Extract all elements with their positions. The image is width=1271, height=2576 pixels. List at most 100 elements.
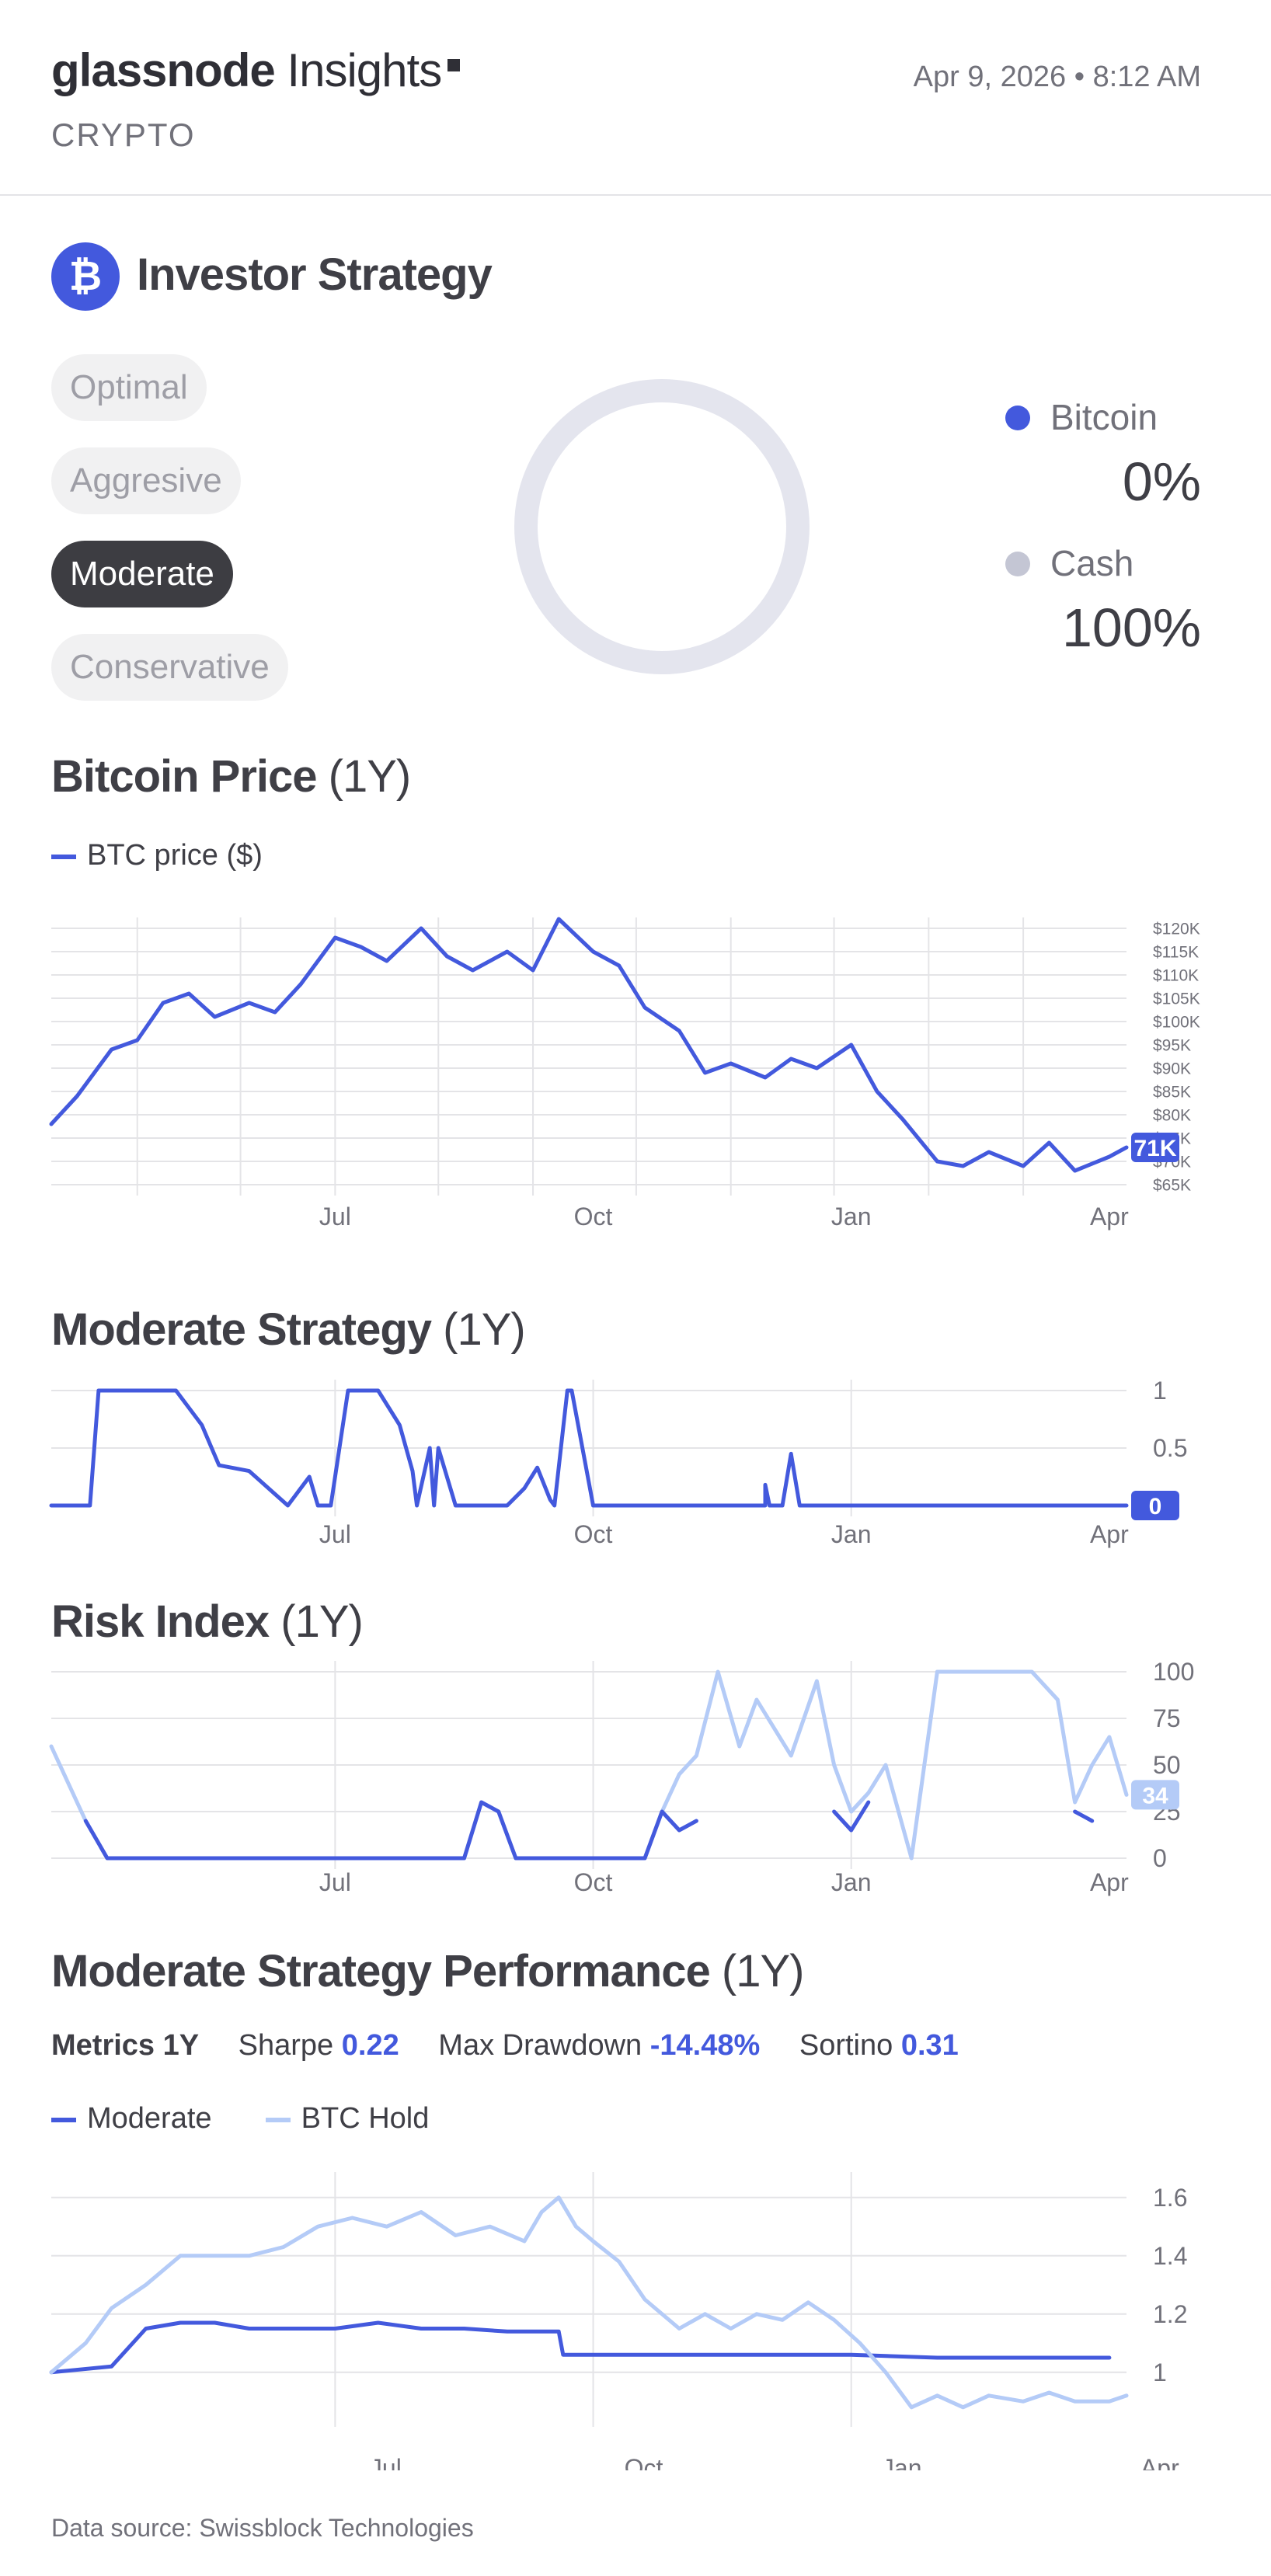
strategy-chart-title-period: (1Y) [443,1304,526,1355]
strategy-chart-title-text: Moderate Strategy [51,1304,432,1355]
x-tick-label: Jul [319,1203,351,1231]
x-tick-label: Apr [1140,2454,1179,2470]
moderate-legend-swatch [51,2117,76,2122]
last-value-label: 0 [1149,1494,1162,1519]
price-legend-label: BTC price ($) [87,839,263,872]
performance-section-title: Moderate Strategy Performance (1Y) [51,1945,805,1997]
cash-alloc-label: Cash [1050,543,1134,583]
price-legend-swatch [51,854,76,859]
performance-title-period: (1Y) [721,1946,805,1996]
btc-hold-legend-label: BTC Hold [301,2102,430,2135]
bitcoin-legend-dot [1005,406,1030,430]
y-tick-label: $110K [1153,966,1199,984]
performance-legend: Moderate BTC Hold [51,2102,429,2136]
bitcoin-alloc-value: 0% [1122,451,1201,512]
y-tick-label: 1.2 [1153,2300,1187,2328]
price-title-text: Bitcoin Price [51,751,318,802]
strategy-title: Investor Strategy [137,249,493,300]
y-tick-label: $105K [1153,990,1200,1008]
metrics-label: Metrics 1Y [51,2029,200,2062]
sortino-name: Sortino [799,2029,893,2062]
last-value-label: 71K [1133,1136,1176,1161]
header-divider [0,194,1271,196]
x-tick-label: Jan [831,1520,872,1548]
strategy-option-optimal[interactable]: Optimal [51,354,207,421]
moderate-strategy-chart: 1 0.5 Jul Oct Jan Apr 0 [49,1377,1187,1548]
y-tick-label: 1 [1153,2358,1167,2386]
series-line [49,2195,1129,2410]
x-tick-label: Jan [882,2454,922,2470]
y-tick-label: 1.4 [1153,2242,1187,2270]
risk-title-text: Risk Index [51,1596,270,1647]
sharpe-value: 0.22 [341,2029,399,2062]
risk-section-title: Risk Index (1Y) [51,1596,364,1648]
y-tick-label: 100 [1153,1658,1194,1686]
max-drawdown-name: Max Drawdown [438,2029,642,2062]
y-tick-label: 0 [1153,1844,1167,1872]
moderate-legend-label: Moderate [87,2102,212,2135]
data-source-footer: Data source: Swissblock Technologies [51,2514,474,2542]
y-tick-label: $90K [1153,1060,1191,1077]
bitcoin-alloc-label: Bitcoin [1050,397,1158,437]
y-tick-label: $95K [1153,1036,1191,1054]
x-tick-label: Oct [574,1520,613,1548]
cash-alloc-value: 100% [1061,597,1201,658]
y-tick-label: 75 [1153,1704,1181,1732]
y-tick-label: 50 [1153,1751,1181,1779]
x-tick-label: Jan [831,1868,872,1896]
last-value-badge [1131,1491,1179,1520]
performance-chart: 1.6 1.4 1.2 1 Jul Oct Jan Apr [49,2172,1187,2470]
x-tick-label: Jan [831,1203,872,1231]
category-label: CRYPTO [51,117,196,153]
x-tick-label: Jul [319,1868,351,1896]
strategy-option-moderate[interactable]: Moderate [51,541,233,607]
price-section-title: Bitcoin Price (1Y) [51,750,412,802]
allocation-donut [514,379,810,674]
strategy-chart-title: Moderate Strategy (1Y) [51,1304,526,1356]
last-value-badge [1131,1780,1179,1810]
sortino-value: 0.31 [900,2029,959,2062]
product-name: Insights [287,44,442,96]
logo-square-icon [447,59,461,71]
x-tick-label: Jul [319,1520,351,1548]
glassnode-logo[interactable]: glassnode Insights [51,44,461,97]
strategy-option-conservative[interactable]: Conservative [51,634,288,701]
y-tick-label: $80K [1153,1106,1191,1124]
series-line [49,1388,1129,1508]
x-tick-label: Oct [574,1868,613,1896]
last-value-label: 34 [1142,1783,1168,1808]
metrics-row: Metrics 1Y Sharpe 0.22 Max Drawdown -14.… [51,2029,959,2063]
x-tick-label: Apr [1090,1868,1129,1896]
performance-title-text: Moderate Strategy Performance [51,1946,711,1996]
price-title-period: (1Y) [328,751,412,802]
risk-title-period: (1Y) [280,1596,364,1647]
y-tick-label: 1.6 [1153,2184,1187,2212]
btc-hold-legend-swatch [265,2117,291,2122]
y-tick-label: $115K [1153,943,1199,961]
timestamp: Apr 9, 2026 • 8:12 AM [913,61,1201,93]
donut-ring-cash [514,379,810,674]
max-drawdown-value: -14.48% [649,2029,761,2062]
y-tick-label: $65K [1153,1176,1191,1194]
y-tick-label: 0.5 [1153,1434,1187,1462]
price-legend: BTC price ($) [51,839,263,872]
y-tick-label: 1 [1153,1377,1167,1405]
bitcoin-icon: ₿ [51,242,120,311]
series-line [49,917,1129,1173]
x-tick-label: Oct [625,2454,663,2470]
sharpe-name: Sharpe [238,2029,334,2062]
y-tick-label: $120K [1153,920,1200,938]
x-tick-label: Apr [1090,1520,1129,1548]
y-tick-label: $100K [1153,1013,1200,1031]
x-tick-label: Oct [574,1203,613,1231]
x-tick-label: Jul [370,2454,402,2470]
strategy-option-aggressive[interactable]: Aggresive [51,447,241,514]
y-tick-label: $85K [1153,1083,1191,1101]
btc-price-chart: $65K$70K$75K$80K$85K$90K$95K$100K$105K$1… [49,917,1200,1231]
series-line [49,2320,1112,2375]
series-line [83,1800,1095,1861]
last-value-badge [1131,1133,1179,1162]
x-tick-label: Apr [1090,1203,1129,1231]
